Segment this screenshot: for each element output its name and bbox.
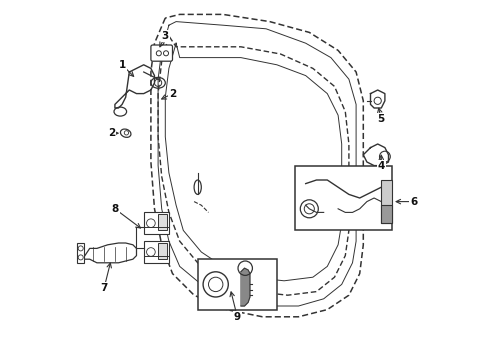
- Bar: [381, 180, 391, 223]
- Bar: [143, 212, 168, 234]
- Text: 1: 1: [118, 60, 125, 70]
- Text: 6: 6: [409, 197, 416, 207]
- FancyBboxPatch shape: [151, 45, 172, 61]
- Text: 4: 4: [377, 161, 384, 171]
- Bar: [197, 259, 276, 310]
- Text: 2: 2: [107, 128, 115, 138]
- Text: 3: 3: [162, 31, 168, 41]
- Polygon shape: [241, 268, 249, 306]
- Bar: [77, 243, 84, 263]
- Text: 7: 7: [100, 283, 107, 293]
- Bar: [381, 205, 391, 223]
- Bar: [158, 243, 167, 259]
- Text: 9: 9: [233, 312, 241, 322]
- Text: 5: 5: [377, 114, 384, 124]
- Text: 2: 2: [168, 89, 176, 99]
- Text: 8: 8: [111, 204, 118, 214]
- Bar: [143, 241, 168, 263]
- Bar: [294, 166, 391, 230]
- Bar: [158, 214, 167, 230]
